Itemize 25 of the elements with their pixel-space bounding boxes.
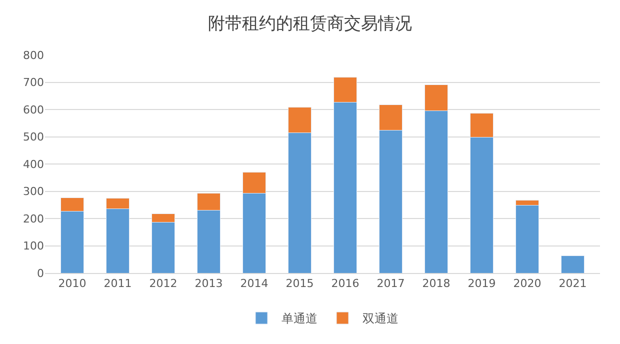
x-tick-label: 2010 <box>58 277 86 290</box>
x-tick-label: 2012 <box>149 277 178 290</box>
bar <box>561 256 584 273</box>
y-tick-label: 600 <box>23 103 44 116</box>
y-tick-label: 0 <box>37 266 44 280</box>
legend-label: 双通道 <box>362 312 398 326</box>
x-tick-label: 2014 <box>240 277 268 290</box>
x-tick-label: 2019 <box>468 277 496 290</box>
x-tick-label: 2020 <box>513 277 542 290</box>
y-tick-label: 100 <box>23 240 44 253</box>
x-tick-label: 2016 <box>331 277 360 290</box>
y-tick-label: 500 <box>23 130 44 144</box>
y-tick-label: 200 <box>23 212 44 226</box>
y-tick-label: 700 <box>23 76 44 90</box>
legend-label: 单通道 <box>282 312 318 326</box>
x-tick-label: 2013 <box>194 277 223 290</box>
x-tick-label: 2018 <box>422 277 450 290</box>
y-tick-label: 300 <box>23 185 44 198</box>
y-tick-label: 800 <box>23 48 44 62</box>
x-tick-label: 2011 <box>104 277 132 290</box>
x-tick-label: 2015 <box>286 277 314 290</box>
x-tick-label: 2017 <box>376 277 405 290</box>
x-tick-label: 2021 <box>558 277 587 290</box>
y-tick-label: 400 <box>23 158 44 171</box>
chart-title: 附带租约的租赁商交易情况 <box>208 14 412 34</box>
